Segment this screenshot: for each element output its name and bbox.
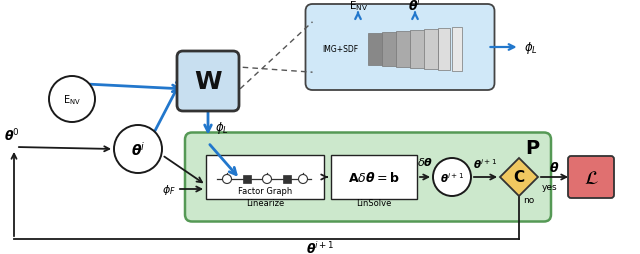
Bar xyxy=(367,34,390,66)
Text: $\boldsymbol{\theta}^{i+1}$: $\boldsymbol{\theta}^{i+1}$ xyxy=(306,240,334,254)
Text: $\phi_F$: $\phi_F$ xyxy=(162,182,176,196)
Text: $\mathbf{A}\delta\boldsymbol{\theta}=\mathbf{b}$: $\mathbf{A}\delta\boldsymbol{\theta}=\ma… xyxy=(348,170,400,184)
Text: $\mathrm{E}_{\mathrm{NV}}$: $\mathrm{E}_{\mathrm{NV}}$ xyxy=(349,0,367,13)
Circle shape xyxy=(49,77,95,122)
FancyBboxPatch shape xyxy=(305,5,495,91)
Text: Factor Graph: Factor Graph xyxy=(238,187,292,196)
Text: IMG+SDF: IMG+SDF xyxy=(323,45,358,54)
Text: $\boldsymbol{\theta}$: $\boldsymbol{\theta}$ xyxy=(549,160,559,174)
Circle shape xyxy=(433,158,471,196)
Circle shape xyxy=(298,175,307,184)
Text: $\mathrm{E}_{\mathrm{NV}}$: $\mathrm{E}_{\mathrm{NV}}$ xyxy=(63,93,81,106)
Circle shape xyxy=(223,175,232,184)
FancyBboxPatch shape xyxy=(206,155,324,199)
FancyBboxPatch shape xyxy=(331,155,417,199)
Polygon shape xyxy=(500,158,538,196)
FancyBboxPatch shape xyxy=(185,133,551,222)
Bar xyxy=(410,31,426,69)
Text: $\delta\boldsymbol{\theta}$: $\delta\boldsymbol{\theta}$ xyxy=(417,155,433,167)
Bar xyxy=(283,175,291,183)
Text: Linearize: Linearize xyxy=(246,198,284,207)
Bar xyxy=(243,175,251,183)
Text: $\mathbf{W}$: $\mathbf{W}$ xyxy=(194,70,222,94)
Bar xyxy=(424,30,438,70)
Text: $\mathcal{L}$: $\mathcal{L}$ xyxy=(584,168,598,187)
FancyBboxPatch shape xyxy=(568,156,614,198)
Text: P: P xyxy=(525,138,539,157)
Text: $\boldsymbol{\theta}^{i+1}$: $\boldsymbol{\theta}^{i+1}$ xyxy=(440,170,464,184)
Text: $\phi_L$: $\phi_L$ xyxy=(215,120,229,135)
Text: $\boldsymbol{\theta}^0$: $\boldsymbol{\theta}^0$ xyxy=(4,127,20,144)
Bar xyxy=(381,33,401,67)
FancyBboxPatch shape xyxy=(177,52,239,112)
Text: $\phi_L$: $\phi_L$ xyxy=(525,40,538,56)
Text: no: no xyxy=(523,196,534,205)
Circle shape xyxy=(114,125,162,173)
Bar xyxy=(438,29,449,71)
Text: $\boldsymbol{\theta}^i$: $\boldsymbol{\theta}^i$ xyxy=(408,0,422,14)
Text: $\boldsymbol{\theta}^i$: $\boldsymbol{\theta}^i$ xyxy=(131,140,145,158)
Text: C: C xyxy=(513,170,525,185)
Text: LinSolve: LinSolve xyxy=(356,198,392,207)
Bar xyxy=(396,32,413,68)
Circle shape xyxy=(262,175,271,184)
Text: $\boldsymbol{\theta}^{i+1}$: $\boldsymbol{\theta}^{i+1}$ xyxy=(474,156,497,170)
Bar xyxy=(451,28,461,72)
Text: yes: yes xyxy=(542,182,557,191)
